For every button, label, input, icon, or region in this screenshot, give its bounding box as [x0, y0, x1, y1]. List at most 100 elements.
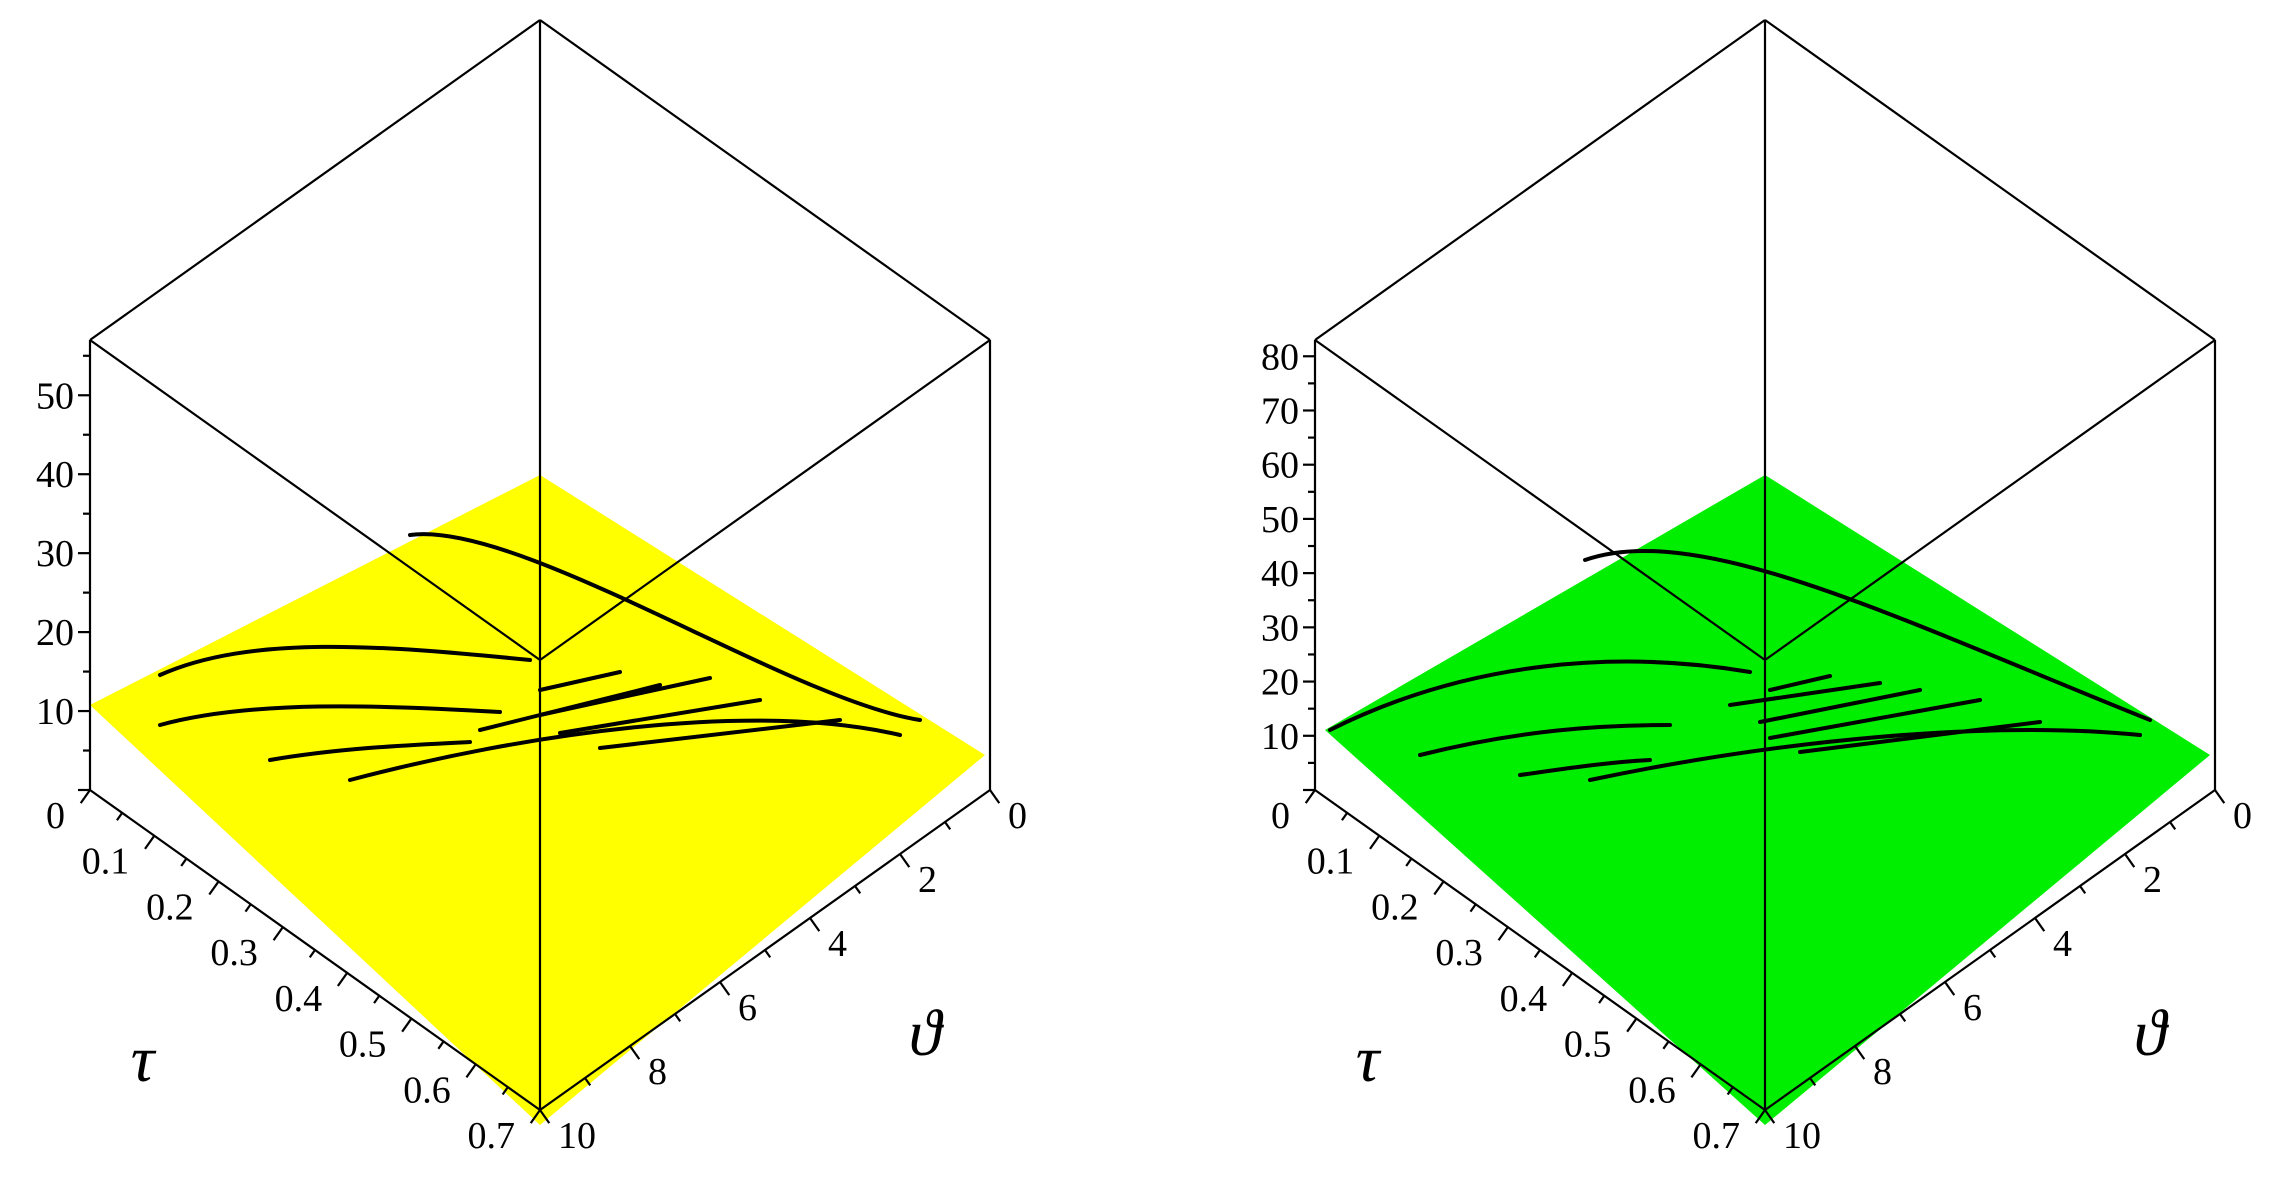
tau-tick-label: 0.1: [1307, 841, 1355, 883]
theta-tick: [1989, 949, 1997, 959]
z-tick-label: 40: [36, 454, 74, 496]
z-tick-label: 30: [36, 533, 74, 575]
tau-tick: [336, 972, 349, 987]
z-tick-label: 60: [1261, 445, 1299, 487]
theta-tick: [584, 1077, 592, 1087]
curve: [158, 704, 502, 727]
surface: [1325, 475, 2210, 1125]
axes: 10 20 30 40 50 0 0.1 0.2 0.3 0.4 0.5 0.6 0.7 τ 0 2 4 6 8 10…: [36, 354, 1027, 1157]
tau-tick: [180, 857, 188, 867]
curve: [1583, 548, 2152, 722]
tau-tick: [1497, 926, 1509, 941]
theta-tick: [989, 789, 1001, 804]
theta-tick: [629, 1045, 641, 1060]
theta-tick: [899, 853, 911, 868]
tau-tick: [1341, 812, 1349, 821]
z-tick-label: 10: [36, 691, 74, 733]
surface: [90, 475, 985, 1125]
tau-tick: [272, 926, 284, 941]
z-tick-label: 40: [1261, 553, 1299, 595]
curve: [1768, 698, 1982, 740]
tau-tick: [1690, 1063, 1702, 1079]
theta-tick: [854, 885, 862, 895]
curve: [1758, 688, 1922, 724]
z-tick-label: 10: [1261, 716, 1299, 758]
tau-tick-label: 0.3: [210, 932, 258, 974]
tau-tick: [1405, 857, 1413, 867]
tau-tick: [1626, 1017, 1638, 1033]
plot-panel-left: 10 20 30 40 50 0 0.1 0.2 0.3 0.4 0.5 0.6 0.7 τ 0 2 4 6 8 10…: [36, 19, 1027, 1157]
theta-tick: [1944, 981, 1956, 996]
curve: [158, 644, 532, 677]
theta-tick-label: 10: [1783, 1115, 1821, 1157]
theta-tick-label: 10: [558, 1115, 596, 1157]
tau-tick: [401, 1017, 413, 1033]
curve: [598, 718, 842, 750]
tau-tick: [501, 1086, 509, 1096]
tau-tick-label: 0.5: [339, 1024, 387, 1066]
theta-tick: [719, 981, 731, 996]
tau-tick-label: 0.2: [146, 886, 194, 928]
tau-tick-label: 0.1: [82, 841, 130, 883]
tau-axis-title: τ: [1356, 1023, 1382, 1096]
tau-axis-title: τ: [131, 1023, 157, 1096]
curve: [1798, 720, 2042, 754]
theta-tick: [1809, 1077, 1817, 1087]
theta-tick-label: 4: [2053, 923, 2072, 965]
tau-tick: [79, 789, 91, 804]
tau-tick: [308, 949, 316, 959]
curve: [1588, 728, 2142, 782]
theta-tick-label: 6: [1963, 987, 1982, 1029]
curve: [1418, 723, 1672, 757]
tau-tick: [1754, 1109, 1766, 1124]
tau-tick-label: 0.2: [1371, 886, 1419, 928]
theta-tick-label: 8: [1873, 1051, 1892, 1093]
z-tick-label: 80: [1261, 336, 1299, 378]
tau-tick-label: 0.7: [1693, 1115, 1741, 1157]
surface-curves: [1328, 548, 2152, 782]
curve: [1518, 758, 1652, 777]
tau-tick-label: 0.4: [275, 978, 323, 1020]
tau-tick: [144, 835, 156, 850]
tau-tick: [1561, 972, 1574, 987]
tau-tick: [1726, 1086, 1734, 1096]
tau-tick-label: 0: [1271, 795, 1290, 837]
curve: [268, 740, 472, 762]
theta-tick: [2079, 885, 2087, 895]
curve: [1328, 659, 1752, 732]
tau-tick-label: 0.5: [1564, 1024, 1612, 1066]
tau-tick-label: 0.6: [403, 1069, 451, 1111]
surface-curves: [158, 532, 922, 782]
theta-tick-label: 0: [2233, 795, 2252, 837]
curve: [1768, 674, 1832, 692]
tau-tick: [1304, 789, 1316, 804]
curve: [348, 718, 902, 782]
curve: [538, 670, 622, 692]
tau-tick: [465, 1063, 477, 1079]
theta-tick: [674, 1013, 682, 1023]
theta-tick: [809, 917, 821, 932]
theta-tick: [1764, 1109, 1776, 1124]
z-tick-label: 30: [1261, 607, 1299, 649]
curve: [538, 676, 712, 717]
tau-tick: [529, 1109, 541, 1124]
tau-tick-label: 0.3: [1435, 932, 1483, 974]
z-tick-label: 20: [36, 612, 74, 654]
axes: 10 20 30 40 50 60 70 80 0 0.1 0.2 0.3 0.4 0.5 0.6 0.7 τ 0…: [1261, 336, 2252, 1157]
theta-tick-label: 8: [648, 1051, 667, 1093]
theta-tick-label: 2: [918, 859, 937, 901]
z-tick-label: 70: [1261, 390, 1299, 432]
tau-tick: [1598, 995, 1606, 1004]
tau-tick: [1369, 835, 1381, 850]
tau-tick-label: 0.6: [1628, 1069, 1676, 1111]
theta-tick: [2034, 917, 2046, 932]
theta-tick-label: 6: [738, 987, 757, 1029]
curve: [558, 698, 762, 735]
theta-axis-title: ϑ: [2134, 997, 2170, 1070]
curve: [408, 532, 922, 722]
tau-tick: [1533, 949, 1541, 959]
theta-axis-title: ϑ: [909, 997, 945, 1070]
tau-tick: [1469, 903, 1477, 913]
tau-tick: [208, 880, 220, 896]
